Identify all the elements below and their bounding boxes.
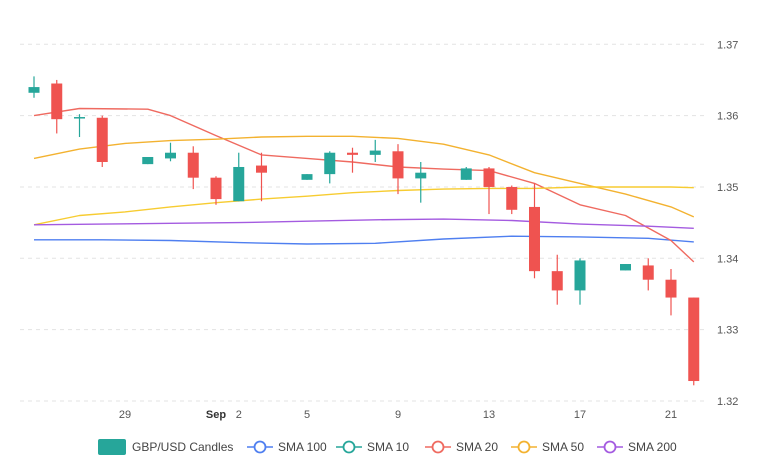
candle-body bbox=[529, 206, 540, 272]
legend-label: GBP/USD Candles bbox=[132, 440, 233, 454]
y-tick-label: 1.36 bbox=[717, 111, 738, 123]
legend-label: SMA 100 bbox=[278, 440, 327, 454]
candle bbox=[688, 297, 700, 386]
candle-body bbox=[415, 172, 427, 179]
candle-body bbox=[483, 168, 495, 187]
legend-label: SMA 10 bbox=[367, 440, 409, 454]
candle-body bbox=[74, 117, 85, 119]
series-line-sma-100 bbox=[34, 235, 694, 245]
x-tick-label: 29 bbox=[119, 409, 131, 421]
y-tick-label: 1.37 bbox=[717, 39, 738, 51]
legend-label: SMA 50 bbox=[542, 440, 584, 454]
x-tick-label: 9 bbox=[395, 409, 401, 421]
legend-item: SMA 50 bbox=[511, 440, 584, 454]
candle-body bbox=[642, 265, 654, 280]
candle-body bbox=[620, 264, 631, 271]
candle-body bbox=[187, 152, 199, 178]
y-tick-label: 1.35 bbox=[717, 182, 738, 194]
candle bbox=[415, 161, 427, 203]
series-line-sma-200 bbox=[33, 218, 694, 229]
candle bbox=[620, 264, 631, 271]
candle bbox=[483, 166, 495, 215]
legend-item: GBP/USD Candles bbox=[98, 439, 233, 455]
candle-body bbox=[574, 260, 586, 291]
legend-swatch bbox=[98, 439, 126, 455]
y-tick-label: 1.34 bbox=[717, 253, 738, 265]
x-tick-label: 13 bbox=[483, 409, 495, 421]
candle bbox=[74, 114, 85, 138]
candle-body bbox=[165, 152, 176, 159]
y-tick-label: 1.33 bbox=[717, 325, 738, 337]
candle-body bbox=[551, 271, 563, 291]
candle-body bbox=[142, 156, 154, 165]
legend-item: SMA 100 bbox=[247, 440, 327, 454]
candle-body bbox=[301, 174, 313, 180]
x-tick-label: 21 bbox=[665, 409, 677, 421]
candle-body bbox=[324, 152, 336, 175]
candle bbox=[96, 115, 108, 167]
x-tick-label: 17 bbox=[574, 409, 586, 421]
candle bbox=[142, 156, 154, 165]
candle-body bbox=[233, 166, 245, 202]
candle bbox=[369, 139, 381, 162]
legend-item: SMA 10 bbox=[336, 440, 409, 454]
candle-body bbox=[28, 87, 40, 93]
candle bbox=[665, 269, 677, 316]
legend-label: SMA 200 bbox=[628, 440, 677, 454]
candle bbox=[392, 144, 404, 195]
x-tick-label: 5 bbox=[304, 409, 310, 421]
legend-swatch-marker bbox=[342, 440, 356, 454]
candle bbox=[347, 147, 358, 173]
candle-body bbox=[96, 117, 108, 162]
candle bbox=[28, 76, 40, 98]
candle-body bbox=[460, 168, 472, 180]
candle-body bbox=[256, 165, 267, 173]
x-tick-label: Sep bbox=[206, 409, 226, 421]
series-line-sma-50 bbox=[33, 135, 695, 218]
candle bbox=[574, 258, 586, 305]
legend-item: SMA 200 bbox=[597, 440, 677, 454]
candle bbox=[51, 79, 63, 134]
candle bbox=[529, 183, 540, 279]
candle bbox=[210, 176, 222, 205]
candle bbox=[324, 151, 336, 184]
y-axis-tick-labels: 1.37 1.36 1.35 1.34 1.33 1.32 bbox=[717, 39, 738, 408]
candle bbox=[460, 166, 472, 180]
legend-swatch-marker bbox=[431, 440, 445, 454]
candle-body bbox=[665, 279, 677, 298]
legend-swatch-marker bbox=[517, 440, 531, 454]
candle-body bbox=[506, 186, 518, 210]
sma-series-lines bbox=[33, 107, 695, 263]
candle bbox=[187, 146, 199, 190]
candlesticks bbox=[28, 76, 700, 386]
x-tick-label: 2 bbox=[236, 409, 242, 421]
y-tick-label: 1.32 bbox=[717, 396, 738, 408]
candle bbox=[506, 185, 518, 215]
candle-body bbox=[51, 83, 63, 120]
candle-body bbox=[392, 151, 404, 179]
candle-body bbox=[688, 297, 700, 382]
legend-label: SMA 20 bbox=[456, 440, 498, 454]
legend-swatch-marker bbox=[253, 440, 267, 454]
candle-body bbox=[210, 177, 222, 200]
legend-item: SMA 20 bbox=[425, 440, 498, 454]
candle bbox=[233, 152, 245, 202]
candle bbox=[165, 142, 176, 162]
grid-lines bbox=[20, 43, 706, 402]
x-axis-tick-labels: 29 Sep 2 5 9 13 17 21 bbox=[119, 409, 677, 421]
series-line-sma-50 bbox=[33, 186, 694, 226]
candle bbox=[256, 152, 267, 202]
series-line-sma-20 bbox=[33, 107, 695, 263]
legend-swatch-marker bbox=[603, 440, 617, 454]
candle bbox=[551, 254, 563, 305]
candle-body bbox=[347, 152, 358, 155]
candle-body bbox=[369, 150, 381, 155]
candle bbox=[642, 258, 654, 291]
candle bbox=[301, 174, 313, 180]
chart-legend: GBP/USD Candles SMA 100 SMA 10 SMA 20 SMA 50… bbox=[98, 439, 677, 455]
